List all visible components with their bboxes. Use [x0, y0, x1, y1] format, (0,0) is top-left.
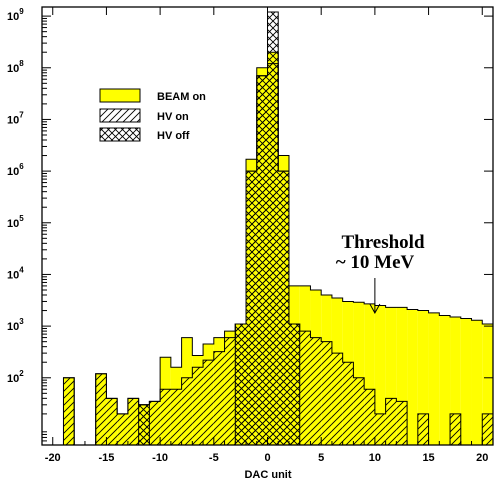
histogram-bar	[117, 413, 128, 445]
histogram-bar	[385, 307, 397, 445]
histogram-bar	[181, 377, 193, 445]
histogram-bar	[439, 315, 451, 445]
histogram-bar	[460, 318, 472, 445]
histogram-bar	[299, 331, 311, 445]
histogram-bar	[417, 413, 429, 445]
y-tick-label: 108	[7, 59, 24, 75]
histogram-bar	[63, 377, 75, 445]
y-tick-label: 105	[7, 214, 24, 230]
histogram-bar	[407, 309, 418, 445]
histogram-bar	[374, 413, 386, 445]
histogram-bar	[482, 413, 493, 445]
y-tick-label: 102	[7, 369, 24, 385]
histogram-bar	[256, 75, 268, 446]
histogram-bar	[321, 341, 332, 445]
x-tick-label: 10	[369, 452, 381, 464]
threshold-annotation-line1: Threshold	[341, 232, 425, 253]
legend-label-beam-on: BEAM on	[157, 91, 206, 103]
x-tick-label: 20	[476, 452, 488, 464]
legend-label-hv-off: HV off	[157, 130, 190, 142]
histogram-bar	[331, 353, 343, 445]
legend: BEAM on HV on HV off	[99, 88, 206, 142]
histogram-bar	[385, 398, 397, 445]
histogram-outline	[138, 11, 301, 445]
histogram-bar	[127, 398, 139, 445]
legend-entry-beam-on: BEAM on	[99, 88, 206, 103]
histogram-bar	[203, 360, 214, 445]
legend-label-hv-on: HV on	[157, 111, 189, 123]
x-tick-label: 15	[422, 452, 434, 464]
histogram-bar	[417, 310, 429, 445]
y-tick-label: 106	[7, 162, 24, 178]
threshold-annotation: Threshold ~ 10 MeV	[336, 232, 425, 315]
histogram-bar	[353, 377, 365, 445]
legend-swatch-hv-on	[99, 108, 141, 123]
histogram-bar	[213, 351, 225, 445]
histogram-bar	[224, 337, 236, 445]
y-tick-label: 103	[7, 317, 24, 333]
y-tick-label: 107	[7, 110, 24, 126]
histogram-bar	[353, 302, 365, 445]
histogram-bar	[192, 367, 204, 445]
histogram-bar	[160, 389, 171, 445]
histogram-bar	[450, 413, 461, 445]
histogram-bar	[246, 171, 257, 445]
x-tick-label: 0	[264, 452, 270, 464]
histogram-bar	[235, 323, 247, 445]
histogram-bar	[278, 171, 289, 445]
legend-swatch-beam-on	[99, 88, 141, 103]
x-tick-label: -10	[152, 452, 168, 464]
histogram-bar	[342, 362, 354, 445]
histogram-bar	[471, 320, 483, 445]
x-tick-label: -5	[209, 452, 219, 464]
threshold-annotation-line2: ~ 10 MeV	[336, 252, 415, 273]
histogram-bar	[310, 337, 322, 445]
histogram-bar	[106, 398, 118, 445]
axis-ticks: -20 -15 -10 -5 0 5 10 15 20 102 103 104 105 106 107 108…	[7, 7, 493, 464]
legend-entry-hv-on: HV on	[99, 108, 189, 123]
histogram-bar	[364, 303, 375, 445]
histogram-bar	[170, 389, 182, 445]
series-hv-off	[138, 11, 301, 446]
x-tick-label: 5	[318, 452, 324, 464]
histogram-bar	[149, 401, 161, 445]
histogram-bar	[267, 12, 279, 445]
threshold-arrow-head	[369, 303, 381, 315]
histogram-bar	[396, 401, 408, 445]
histogram-bar	[374, 305, 386, 445]
histogram-bar	[95, 373, 107, 445]
x-tick-label: -20	[45, 452, 61, 464]
legend-entry-hv-off: HV off	[99, 127, 190, 142]
histogram-bar	[396, 307, 408, 445]
histogram-bar	[482, 323, 493, 445]
histogram-bar	[288, 323, 300, 445]
legend-swatch-hv-off	[99, 127, 141, 142]
x-axis-label: DAC unit	[244, 469, 291, 481]
histogram-bar	[138, 404, 150, 445]
x-tick-label: -15	[98, 452, 114, 464]
y-tick-label: 109	[7, 7, 24, 23]
histogram-bar	[428, 312, 440, 445]
histogram-bar	[450, 317, 461, 445]
plot-area	[62, 11, 494, 446]
y-tick-label: 104	[7, 265, 24, 281]
histogram-bar	[364, 389, 375, 445]
